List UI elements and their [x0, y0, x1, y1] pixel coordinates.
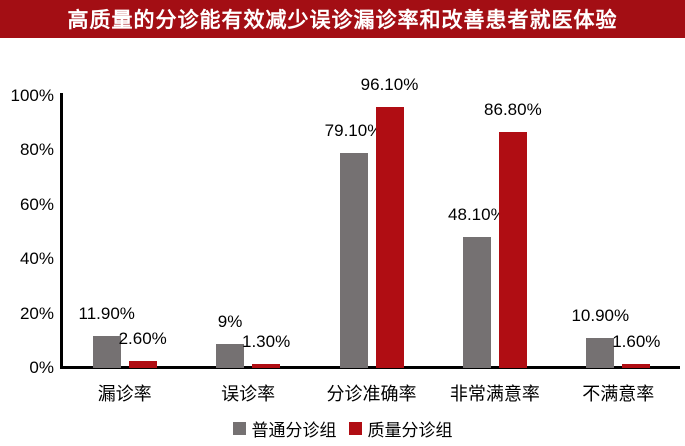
bar [498, 131, 527, 368]
legend-swatch-icon [348, 422, 362, 435]
chart-title: 高质量的分诊能有效减少误诊漏诊率和改善患者就医体验 [67, 9, 618, 32]
bar [92, 335, 121, 368]
legend-label: 质量分诊组 [367, 421, 453, 440]
y-tick-label: 100% [10, 86, 54, 105]
bar-data-label: 1.30% [241, 332, 291, 352]
bar-data-label: 79.10% [324, 120, 383, 140]
bar-data-label: 48.10% [448, 205, 506, 225]
bar [375, 106, 404, 368]
y-tick-label: 0% [29, 358, 54, 377]
bar [339, 152, 368, 368]
chart-legend: 普通分诊组 质量分诊组 [0, 416, 685, 441]
bar-data-label: 11.90% [78, 303, 135, 323]
y-tick-label: 80% [19, 140, 54, 160]
legend-item: 普通分诊组 [232, 416, 337, 441]
legend-label: 普通分诊组 [251, 421, 337, 440]
legend-swatch-icon [232, 422, 246, 435]
bar-data-label: 10.90% [571, 306, 630, 326]
title-banner: 高质量的分诊能有效减少误诊漏诊率和改善患者就医体验 [0, 0, 685, 38]
category-label: 误诊率 [221, 384, 276, 404]
legend-item: 质量分诊组 [348, 416, 453, 441]
bar [622, 363, 651, 368]
bar [128, 360, 157, 368]
bar-data-label: 1.60% [612, 331, 661, 351]
category-label: 不满意率 [582, 384, 655, 404]
bar-data-label: 86.80% [484, 99, 542, 119]
bar [462, 237, 491, 368]
y-tick-label: 40% [19, 249, 54, 269]
plot-area: 11.90% 2.60% 9% 1.30% 79.10% 96.10% 48.10% 86.8… [63, 75, 680, 368]
bar-data-label: 2.60% [118, 328, 167, 348]
y-tick-label: 60% [19, 194, 54, 214]
category-label: 漏诊率 [97, 384, 152, 404]
bar [586, 338, 615, 368]
category-label: 非常满意率 [449, 384, 540, 404]
bar [216, 343, 245, 368]
y-tick-label: 20% [19, 303, 54, 323]
bar [252, 364, 281, 368]
y-axis-line [60, 93, 63, 368]
x-axis-line [60, 366, 680, 369]
bar-data-label: 9% [217, 311, 243, 331]
category-label: 分诊准确率 [326, 384, 417, 404]
bar-data-label: 96.10% [360, 74, 419, 94]
